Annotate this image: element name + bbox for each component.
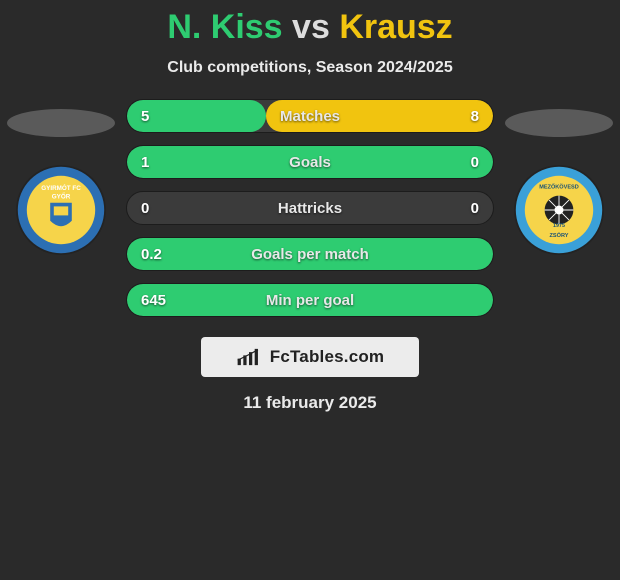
comparison-card: N. Kiss vs Krausz Club competitions, Sea… xyxy=(0,0,620,580)
player2-name: Krausz xyxy=(339,8,452,46)
player1-name: N. Kiss xyxy=(167,8,282,46)
left-side: GYIRMÓT FC GYŐR xyxy=(6,99,116,255)
stat-label: Min per goal xyxy=(127,292,493,309)
chart-icon xyxy=(236,347,262,367)
branding-text: FcTables.com xyxy=(270,347,385,367)
svg-text:1975: 1975 xyxy=(553,223,565,229)
svg-text:GYŐR: GYŐR xyxy=(52,191,71,200)
stat-label: Goals per match xyxy=(127,246,493,263)
svg-text:ZSÓRY: ZSÓRY xyxy=(550,231,569,239)
vs-label: vs xyxy=(292,8,330,46)
stat-row-min-per-goal: 645Min per goal xyxy=(126,283,494,317)
player2-club-crest: MEZŐKÖVESD ZSÓRY 1975 xyxy=(514,165,604,255)
subtitle: Club competitions, Season 2024/2025 xyxy=(0,59,620,77)
stat-row-goals: 10Goals xyxy=(126,145,494,179)
player1-flag-placeholder xyxy=(7,109,115,137)
player2-flag-placeholder xyxy=(505,109,613,137)
stat-row-hattricks: 00Hattricks xyxy=(126,191,494,225)
crest-right-svg: MEZŐKÖVESD ZSÓRY 1975 xyxy=(514,165,604,255)
stat-row-goals-per-match: 0.2Goals per match xyxy=(126,237,494,271)
crest-left-svg: GYIRMÓT FC GYŐR xyxy=(16,165,106,255)
page-title: N. Kiss vs Krausz xyxy=(0,8,620,47)
main-layout: GYIRMÓT FC GYŐR 58Matches 10Goals 00Hattri… xyxy=(0,99,620,317)
branding-badge[interactable]: FcTables.com xyxy=(201,337,419,377)
stats-list: 58Matches 10Goals 00Hattricks 0.2Goals per … xyxy=(126,99,494,317)
stat-label: Goals xyxy=(127,154,493,171)
player1-club-crest: GYIRMÓT FC GYŐR xyxy=(16,165,106,255)
svg-text:GYIRMÓT FC: GYIRMÓT FC xyxy=(41,183,81,192)
right-side: MEZŐKÖVESD ZSÓRY 1975 xyxy=(504,99,614,255)
stat-label: Matches xyxy=(127,108,493,125)
footer-date: 11 february 2025 xyxy=(0,393,620,413)
svg-text:MEZŐKÖVESD: MEZŐKÖVESD xyxy=(539,183,579,190)
stat-label: Hattricks xyxy=(127,200,493,217)
stat-row-matches: 58Matches xyxy=(126,99,494,133)
